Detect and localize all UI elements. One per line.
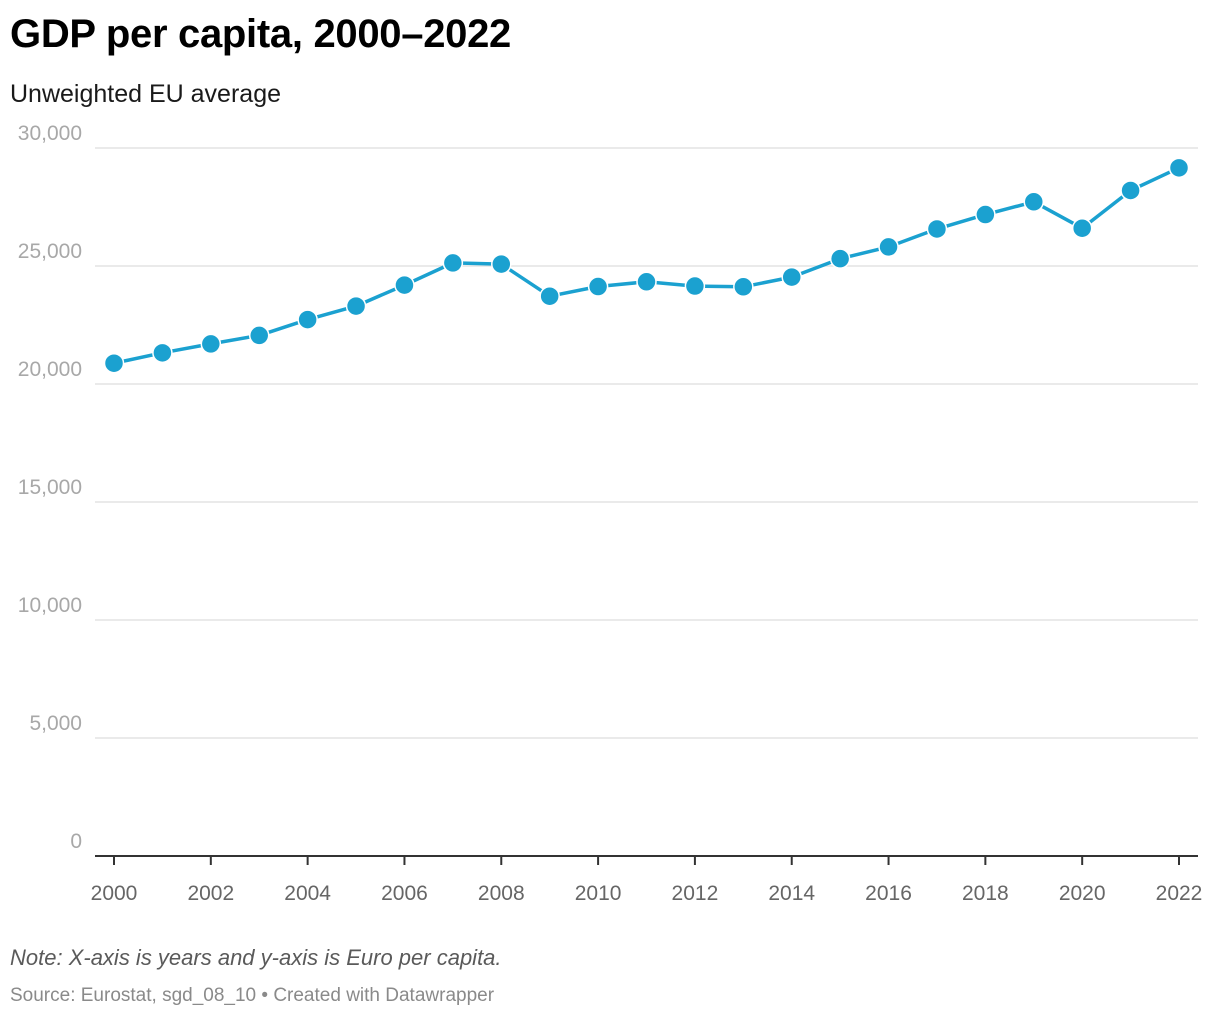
- data-point: [829, 248, 851, 269]
- x-tick-label: 2014: [768, 882, 815, 905]
- data-point: [152, 342, 173, 364]
- data-point: [733, 276, 754, 298]
- x-tick-label: 2010: [575, 882, 622, 905]
- data-point: [975, 204, 996, 225]
- chart-source: Source: Eurostat, sgd_08_10 • Created wi…: [10, 985, 495, 1006]
- data-point: [926, 218, 948, 240]
- y-tick-label: 20,000: [18, 358, 82, 381]
- data-point: [103, 352, 125, 374]
- data-point: [1023, 191, 1045, 213]
- data-point: [200, 333, 222, 355]
- data-point: [781, 266, 802, 288]
- data-point: [297, 309, 318, 330]
- x-tick-label: 2008: [478, 882, 525, 905]
- data-point: [1071, 217, 1093, 239]
- data-point: [491, 253, 512, 275]
- y-tick-label: 10,000: [18, 594, 82, 617]
- chart-subtitle: Unweighted EU average: [10, 80, 281, 108]
- x-tick-label: 2020: [1059, 882, 1106, 905]
- x-tick-label: 2016: [865, 882, 912, 905]
- data-point: [394, 274, 415, 296]
- y-tick-label: 25,000: [18, 240, 82, 263]
- chart-note: Note: X-axis is years and y-axis is Euro…: [10, 945, 502, 970]
- y-tick-label: 0: [70, 830, 82, 853]
- data-point: [587, 276, 609, 297]
- x-tick-label: 2006: [381, 882, 428, 905]
- data-point: [1168, 157, 1190, 179]
- x-tick-label: 2004: [284, 882, 331, 905]
- data-point: [636, 271, 657, 293]
- x-tick-label: 2012: [672, 882, 719, 905]
- data-point: [248, 325, 270, 346]
- x-tick-label: 2000: [91, 882, 138, 905]
- data-point: [878, 236, 899, 258]
- x-tick-label: 2018: [962, 882, 1009, 905]
- data-point: [684, 275, 706, 297]
- data-point: [442, 252, 464, 274]
- y-tick-label: 15,000: [18, 476, 82, 499]
- x-tick-label: 2022: [1156, 882, 1203, 905]
- x-tick-label: 2002: [187, 882, 234, 905]
- data-point: [539, 285, 560, 307]
- chart-title: GDP per capita, 2000–2022: [10, 12, 511, 56]
- y-tick-label: 30,000: [18, 122, 82, 145]
- data-point: [345, 295, 367, 317]
- y-tick-label: 5,000: [29, 712, 82, 735]
- data-point: [1120, 180, 1141, 201]
